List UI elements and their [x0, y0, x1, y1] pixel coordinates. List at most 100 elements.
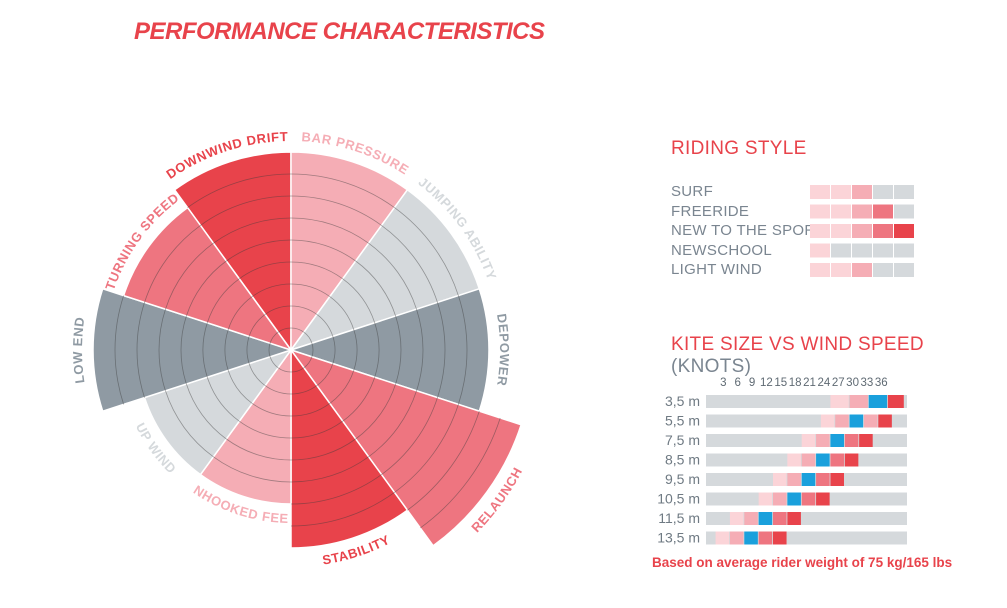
polar-ring	[368, 390, 417, 458]
polar-ring	[290, 367, 305, 373]
polar-ring	[206, 278, 240, 323]
wind-range-cell	[773, 512, 787, 525]
polar-ring	[395, 315, 402, 385]
polar-ring	[269, 331, 279, 344]
polar-ring	[381, 225, 438, 303]
polar-ring	[332, 336, 336, 364]
polar-ring	[420, 417, 501, 529]
wind-tick-label: 3	[720, 377, 726, 389]
wind-range-cell	[835, 414, 849, 428]
rider-weight-note: Based on average rider weight of 75 kg/1…	[652, 555, 953, 570]
polar-ring	[239, 420, 292, 439]
polar-ring	[200, 195, 292, 226]
riding-style-cell	[852, 185, 872, 199]
wind-range-cell	[787, 512, 801, 525]
wind-range-cell	[830, 473, 844, 486]
polar-ring	[303, 356, 313, 369]
kite-size-label: 11,5 m	[658, 510, 700, 526]
riding-style-cell	[810, 204, 830, 219]
polar-ring	[394, 404, 459, 493]
wind-range-cell	[787, 453, 801, 467]
wind-range-cell	[816, 492, 830, 506]
polar-ring	[227, 296, 253, 330]
polar-ring	[290, 438, 356, 461]
kite-size-heading-text: KITE SIZE VS WIND SPEED	[671, 334, 924, 355]
polar-ring	[180, 315, 187, 385]
polar-ring	[277, 367, 292, 373]
wind-range-cell	[816, 473, 830, 486]
wind-range-cell	[773, 473, 787, 486]
polar-ring	[290, 456, 369, 483]
polar-ring	[353, 329, 358, 371]
riding-style-cell	[810, 243, 830, 258]
wind-range-cell	[878, 414, 892, 428]
polar-ring	[165, 390, 214, 458]
polar-ring	[239, 261, 292, 280]
polar-ring	[290, 217, 369, 244]
polar-ring	[290, 420, 343, 439]
riding-style-label: NEW TO THE SPORT	[671, 222, 825, 239]
kite-size-label: 8,5 m	[665, 452, 700, 468]
polar-segment-up-wind	[143, 348, 293, 476]
kite-size-heading: KITE SIZE VS WIND SPEED (KNOTS)	[671, 334, 1007, 378]
polar-segment-jumping-ability	[289, 188, 481, 352]
wind-tick-label: 30	[846, 377, 859, 389]
wind-range-cell	[887, 395, 904, 408]
polar-ring	[311, 343, 314, 357]
riding-style-label: SURF	[671, 183, 714, 200]
polar-ring	[186, 383, 227, 440]
riding-style-cell	[831, 185, 851, 199]
riding-style-cell	[894, 204, 914, 219]
polar-ring	[290, 474, 382, 505]
polar-ring	[213, 217, 292, 244]
wind-tick-label: 27	[832, 377, 845, 389]
riding-style-label: LIGHT WIND	[671, 261, 763, 278]
polar-ring	[251, 403, 292, 417]
kite-size-label: 13,5 m	[657, 530, 700, 546]
riding-style-label: NEWSCHOOL	[671, 241, 773, 259]
wind-range-cell	[758, 531, 773, 545]
wind-range-cell	[844, 434, 859, 447]
polar-label: DEPOWER	[494, 313, 512, 388]
polar-ring	[290, 305, 318, 315]
polar-ring	[368, 242, 417, 310]
polar-ring	[202, 322, 208, 378]
wind-range-cell	[844, 453, 859, 467]
riding-style-cell	[873, 185, 893, 199]
polar-segment-depower	[288, 287, 490, 413]
polar-ring	[165, 242, 214, 310]
wind-range-cell	[849, 395, 868, 408]
polar-ring	[269, 356, 279, 369]
polar-segment-turning-speed	[122, 206, 293, 352]
wind-range-cell	[830, 434, 844, 447]
polar-ring	[374, 322, 380, 378]
kite-size-label: 10,5 m	[657, 491, 700, 507]
polar-segment-relaunch	[289, 348, 523, 547]
polar-ring	[437, 302, 446, 398]
wind-tick-label: 15	[774, 377, 787, 389]
polar-ring	[290, 261, 343, 280]
riding-style-cell	[810, 263, 830, 277]
riding-style-cell	[894, 263, 914, 277]
polar-ring	[394, 207, 459, 296]
polar-ring	[226, 239, 292, 262]
polar-ring	[290, 195, 382, 226]
riding-style-cell	[873, 263, 893, 277]
polar-ring	[342, 377, 376, 422]
wind-range-cell	[787, 473, 801, 486]
polar-segment-stability	[290, 347, 409, 549]
wind-range-cell	[830, 453, 844, 467]
polar-ring	[187, 173, 292, 208]
riding-style-cell	[831, 243, 851, 258]
page-title: PERFORMANCE CHARACTERISTICS	[134, 18, 545, 45]
polar-ring	[416, 309, 424, 391]
polar-ring	[329, 370, 355, 404]
riding-style-cell	[810, 224, 830, 238]
wind-tick-label: 24	[817, 377, 830, 389]
riding-style-cell	[873, 224, 893, 238]
riding-style-label: FREERIDE	[671, 202, 750, 220]
polar-ring	[224, 329, 229, 371]
wind-range-cell	[773, 492, 787, 506]
